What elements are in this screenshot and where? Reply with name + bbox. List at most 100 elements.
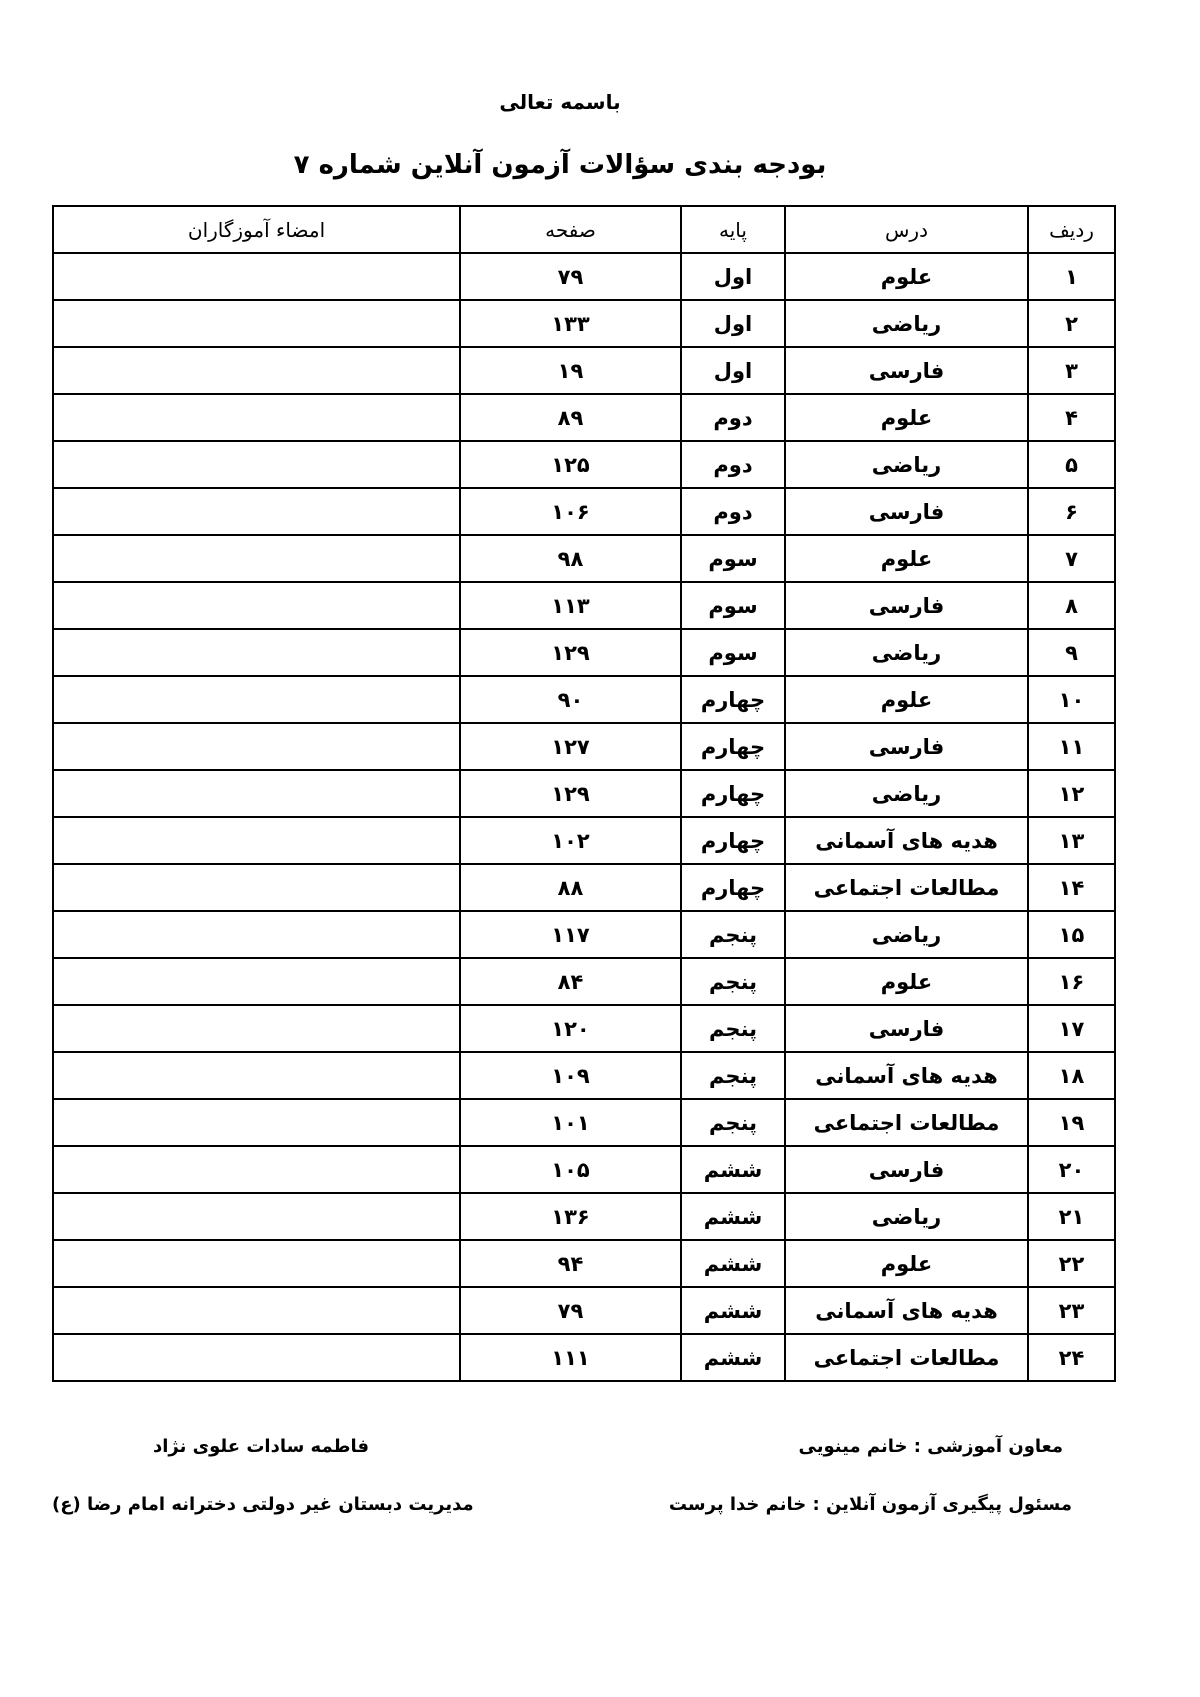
table-row: ۳ فارسی اول ۱۹ bbox=[52, 346, 1116, 395]
column-header-grade: پایه bbox=[680, 205, 786, 254]
cell-teacher-signature[interactable] bbox=[52, 1051, 461, 1100]
cell-page: ۱۲۹ bbox=[459, 769, 682, 818]
cell-teacher-signature[interactable] bbox=[52, 299, 461, 348]
cell-subject: علوم bbox=[784, 393, 1029, 442]
cell-teacher-signature[interactable] bbox=[52, 581, 461, 630]
cell-page: ۹۴ bbox=[459, 1239, 682, 1288]
table-row: ۲ ریاضی اول ۱۳۳ bbox=[52, 299, 1116, 348]
cell-row-number: ۶ bbox=[1027, 487, 1116, 536]
column-header-subject: درس bbox=[784, 205, 1029, 254]
column-header-page: صفحه bbox=[459, 205, 682, 254]
cell-subject: فارسی bbox=[784, 1145, 1029, 1194]
table-row: ۲۰ فارسی ششم ۱۰۵ bbox=[52, 1145, 1116, 1194]
cell-grade: سوم bbox=[680, 534, 786, 583]
cell-row-number: ۱۷ bbox=[1027, 1004, 1116, 1053]
cell-subject: علوم bbox=[784, 957, 1029, 1006]
cell-page: ۱۳۶ bbox=[459, 1192, 682, 1241]
cell-grade: پنجم bbox=[680, 957, 786, 1006]
cell-subject: علوم bbox=[784, 534, 1029, 583]
cell-subject: هدیه های آسمانی bbox=[784, 1286, 1029, 1335]
table-row: ۲۲ علوم ششم ۹۴ bbox=[52, 1239, 1116, 1288]
cell-row-number: ۵ bbox=[1027, 440, 1116, 489]
cell-row-number: ۴ bbox=[1027, 393, 1116, 442]
cell-row-number: ۳ bbox=[1027, 346, 1116, 395]
table-header-row: ردیف درس پایه صفحه امضاء آموزگاران bbox=[52, 205, 1116, 254]
cell-row-number: ۲۳ bbox=[1027, 1286, 1116, 1335]
cell-grade: چهارم bbox=[680, 675, 786, 724]
cell-subject: فارسی bbox=[784, 722, 1029, 771]
cell-subject: علوم bbox=[784, 675, 1029, 724]
cell-teacher-signature[interactable] bbox=[52, 440, 461, 489]
cell-row-number: ۱۵ bbox=[1027, 910, 1116, 959]
cell-grade: پنجم bbox=[680, 1098, 786, 1147]
cell-grade: چهارم bbox=[680, 816, 786, 865]
cell-row-number: ۸ bbox=[1027, 581, 1116, 630]
cell-grade: ششم bbox=[680, 1145, 786, 1194]
cell-teacher-signature[interactable] bbox=[52, 722, 461, 771]
cell-grade: پنجم bbox=[680, 1004, 786, 1053]
table-row: ۱۵ ریاضی پنجم ۱۱۷ bbox=[52, 910, 1116, 959]
cell-teacher-signature[interactable] bbox=[52, 346, 461, 395]
cell-row-number: ۱۶ bbox=[1027, 957, 1116, 1006]
cell-grade: ششم bbox=[680, 1286, 786, 1335]
cell-page: ۸۸ bbox=[459, 863, 682, 912]
cell-teacher-signature[interactable] bbox=[52, 252, 461, 301]
cell-page: ۱۰۵ bbox=[459, 1145, 682, 1194]
cell-page: ۱۹ bbox=[459, 346, 682, 395]
cell-page: ۱۰۹ bbox=[459, 1051, 682, 1100]
table-row: ۱۲ ریاضی چهارم ۱۲۹ bbox=[52, 769, 1116, 818]
cell-subject: فارسی bbox=[784, 487, 1029, 536]
cell-row-number: ۲۱ bbox=[1027, 1192, 1116, 1241]
cell-teacher-signature[interactable] bbox=[52, 393, 461, 442]
cell-page: ۱۰۶ bbox=[459, 487, 682, 536]
cell-subject: فارسی bbox=[784, 1004, 1029, 1053]
cell-teacher-signature[interactable] bbox=[52, 863, 461, 912]
cell-teacher-signature[interactable] bbox=[52, 1239, 461, 1288]
cell-page: ۸۴ bbox=[459, 957, 682, 1006]
cell-grade: اول bbox=[680, 299, 786, 348]
cell-page: ۱۲۵ bbox=[459, 440, 682, 489]
table-row: ۱۰ علوم چهارم ۹۰ bbox=[52, 675, 1116, 724]
cell-grade: اول bbox=[680, 346, 786, 395]
cell-grade: دوم bbox=[680, 487, 786, 536]
cell-teacher-signature[interactable] bbox=[52, 675, 461, 724]
cell-page: ۱۳۳ bbox=[459, 299, 682, 348]
column-header-row-number: ردیف bbox=[1027, 205, 1116, 254]
cell-page: ۹۰ bbox=[459, 675, 682, 724]
cell-teacher-signature[interactable] bbox=[52, 487, 461, 536]
cell-teacher-signature[interactable] bbox=[52, 1286, 461, 1335]
cell-teacher-signature[interactable] bbox=[52, 910, 461, 959]
cell-page: ۱۱۳ bbox=[459, 581, 682, 630]
cell-teacher-signature[interactable] bbox=[52, 1145, 461, 1194]
table-row: ۱ علوم اول ۷۹ bbox=[52, 252, 1116, 301]
cell-teacher-signature[interactable] bbox=[52, 816, 461, 865]
cell-subject: هدیه های آسمانی bbox=[784, 1051, 1029, 1100]
table-row: ۷ علوم سوم ۹۸ bbox=[52, 534, 1116, 583]
cell-subject: مطالعات اجتماعی bbox=[784, 1333, 1029, 1382]
cell-row-number: ۹ bbox=[1027, 628, 1116, 677]
cell-row-number: ۷ bbox=[1027, 534, 1116, 583]
cell-grade: سوم bbox=[680, 581, 786, 630]
cell-page: ۱۲۰ bbox=[459, 1004, 682, 1053]
cell-teacher-signature[interactable] bbox=[52, 957, 461, 1006]
cell-grade: اول bbox=[680, 252, 786, 301]
cell-row-number: ۱۳ bbox=[1027, 816, 1116, 865]
cell-teacher-signature[interactable] bbox=[52, 628, 461, 677]
cell-teacher-signature[interactable] bbox=[52, 1333, 461, 1382]
cell-teacher-signature[interactable] bbox=[52, 1004, 461, 1053]
table-row: ۱۸ هدیه های آسمانی پنجم ۱۰۹ bbox=[52, 1051, 1116, 1100]
cell-teacher-signature[interactable] bbox=[52, 769, 461, 818]
cell-grade: دوم bbox=[680, 440, 786, 489]
cell-teacher-signature[interactable] bbox=[52, 1098, 461, 1147]
cell-teacher-signature[interactable] bbox=[52, 534, 461, 583]
table-row: ۱۷ فارسی پنجم ۱۲۰ bbox=[52, 1004, 1116, 1053]
cell-grade: چهارم bbox=[680, 769, 786, 818]
table-row: ۱۳ هدیه های آسمانی چهارم ۱۰۲ bbox=[52, 816, 1116, 865]
cell-row-number: ۱۹ bbox=[1027, 1098, 1116, 1147]
cell-page: ۷۹ bbox=[459, 252, 682, 301]
cell-row-number: ۱۰ bbox=[1027, 675, 1116, 724]
cell-teacher-signature[interactable] bbox=[52, 1192, 461, 1241]
cell-row-number: ۱ bbox=[1027, 252, 1116, 301]
deputy-label: معاون آموزشی : خانم مینویی bbox=[798, 1436, 1063, 1457]
table-row: ۱۶ علوم پنجم ۸۴ bbox=[52, 957, 1116, 1006]
